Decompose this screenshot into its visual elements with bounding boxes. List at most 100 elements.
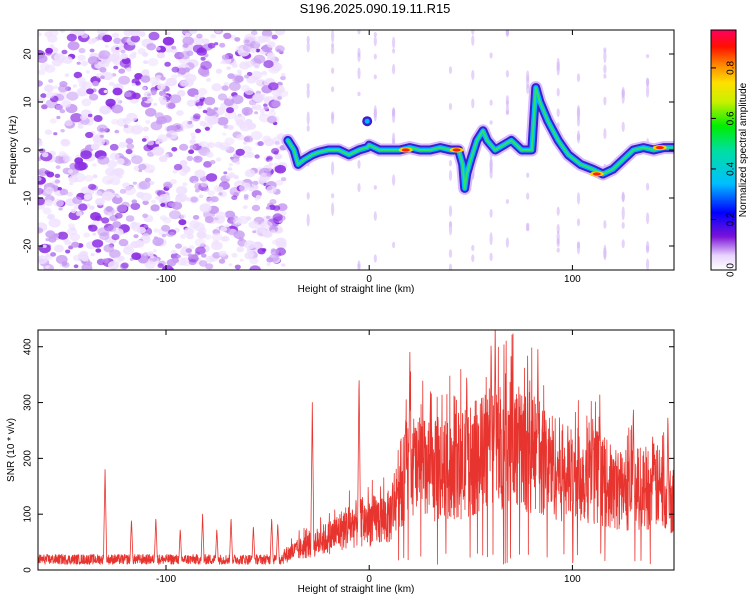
streak-mark bbox=[526, 192, 530, 200]
noise-blob bbox=[44, 31, 53, 38]
streak-mark bbox=[373, 185, 377, 190]
noise-blob bbox=[115, 47, 120, 50]
noise-blob bbox=[185, 73, 197, 83]
streak-mark bbox=[526, 75, 530, 89]
streak-mark bbox=[448, 160, 453, 167]
streak-mark bbox=[373, 109, 377, 122]
noise-blob bbox=[152, 146, 165, 156]
noise-blob bbox=[132, 92, 141, 100]
noise-blob bbox=[231, 252, 238, 258]
noise-blob bbox=[113, 37, 122, 45]
noise-blob bbox=[217, 116, 229, 126]
noise-blob bbox=[242, 155, 247, 159]
noise-blob bbox=[251, 70, 263, 80]
streak-mark bbox=[331, 193, 335, 199]
noise-blob bbox=[236, 134, 245, 141]
noise-blob bbox=[215, 157, 222, 162]
noise-blob bbox=[266, 215, 271, 220]
streak-mark bbox=[556, 223, 560, 234]
streak-mark bbox=[526, 223, 530, 231]
noise-blob bbox=[171, 74, 178, 80]
noise-blob bbox=[206, 151, 214, 158]
noise-blob bbox=[206, 77, 211, 82]
noise-blob bbox=[120, 49, 126, 54]
noise-blob bbox=[281, 73, 286, 77]
noise-blob bbox=[276, 48, 281, 53]
noise-blob bbox=[175, 195, 184, 203]
noise-blob bbox=[219, 142, 231, 151]
noise-blob bbox=[123, 124, 129, 129]
noise-blob bbox=[142, 213, 149, 219]
noise-blob bbox=[216, 186, 224, 192]
noise-blob bbox=[146, 140, 154, 146]
noise-blob bbox=[114, 129, 120, 134]
streak-mark bbox=[603, 244, 607, 259]
noise-blob bbox=[55, 165, 61, 170]
snr-x-label: Height of straight line (km) bbox=[298, 584, 415, 595]
noise-blob bbox=[39, 62, 50, 71]
noise-blob bbox=[57, 231, 69, 240]
noise-blob bbox=[118, 141, 127, 148]
noise-blob bbox=[148, 256, 160, 265]
noise-blob bbox=[116, 158, 125, 165]
noise-blob bbox=[265, 206, 271, 210]
noise-blob bbox=[248, 186, 255, 192]
noise-blob bbox=[95, 190, 103, 196]
noise-blob bbox=[195, 128, 201, 134]
snr-y-label: SNR (10 * v/v) bbox=[6, 418, 17, 482]
noise-blob bbox=[77, 124, 84, 129]
noise-blob bbox=[249, 265, 261, 270]
noise-blob bbox=[98, 87, 109, 96]
streak-mark bbox=[448, 66, 453, 74]
noise-blob bbox=[244, 252, 254, 260]
noise-blob bbox=[212, 239, 219, 245]
y-tick-label: 200 bbox=[23, 450, 34, 467]
noise-blob bbox=[206, 173, 218, 182]
noise-blob bbox=[186, 50, 194, 56]
noise-blob bbox=[213, 107, 219, 111]
noise-blob bbox=[223, 82, 229, 87]
noise-blob bbox=[253, 63, 261, 69]
streak-mark bbox=[357, 30, 361, 35]
noise-blob bbox=[92, 80, 99, 87]
noise-blob bbox=[197, 87, 208, 96]
noise-blob bbox=[94, 215, 103, 222]
noise-blob bbox=[69, 233, 81, 242]
noise-blob bbox=[161, 233, 167, 238]
figure-title: S196.2025.090.19.11.R15 bbox=[299, 1, 451, 16]
snr-content bbox=[38, 330, 674, 565]
noise-blob bbox=[165, 102, 176, 110]
noise-blob bbox=[152, 237, 164, 247]
colorbar-tick-label: 0.0 bbox=[726, 263, 737, 277]
streak-mark bbox=[505, 30, 509, 36]
noise-blob bbox=[215, 30, 222, 33]
noise-blob bbox=[38, 187, 44, 195]
noise-blob bbox=[223, 171, 228, 175]
noise-blob bbox=[185, 197, 191, 202]
noise-blob bbox=[48, 236, 57, 243]
streak-mark bbox=[556, 230, 560, 245]
noise-blob bbox=[80, 60, 89, 67]
noise-blob bbox=[131, 252, 142, 260]
noise-blob bbox=[38, 97, 46, 103]
noise-blob bbox=[211, 232, 223, 242]
noise-blob bbox=[273, 205, 281, 211]
noise-blob bbox=[275, 237, 287, 247]
noise-blob bbox=[101, 217, 110, 224]
noise-blob bbox=[261, 248, 267, 252]
noise-blob bbox=[160, 76, 166, 81]
noise-blob bbox=[173, 163, 183, 171]
noise-blob bbox=[181, 120, 193, 129]
noise-blob bbox=[113, 256, 122, 264]
noise-blob bbox=[54, 179, 61, 184]
noise-blob bbox=[231, 94, 244, 105]
noise-blob bbox=[38, 153, 41, 157]
noise-blob bbox=[44, 129, 53, 135]
noise-blob bbox=[164, 61, 171, 67]
noise-blob bbox=[175, 243, 182, 249]
noise-blob bbox=[190, 132, 196, 137]
noise-blob bbox=[190, 196, 198, 203]
noise-blob bbox=[179, 143, 189, 151]
streak-mark bbox=[373, 32, 377, 37]
y-tick-label: 0 bbox=[23, 567, 34, 573]
